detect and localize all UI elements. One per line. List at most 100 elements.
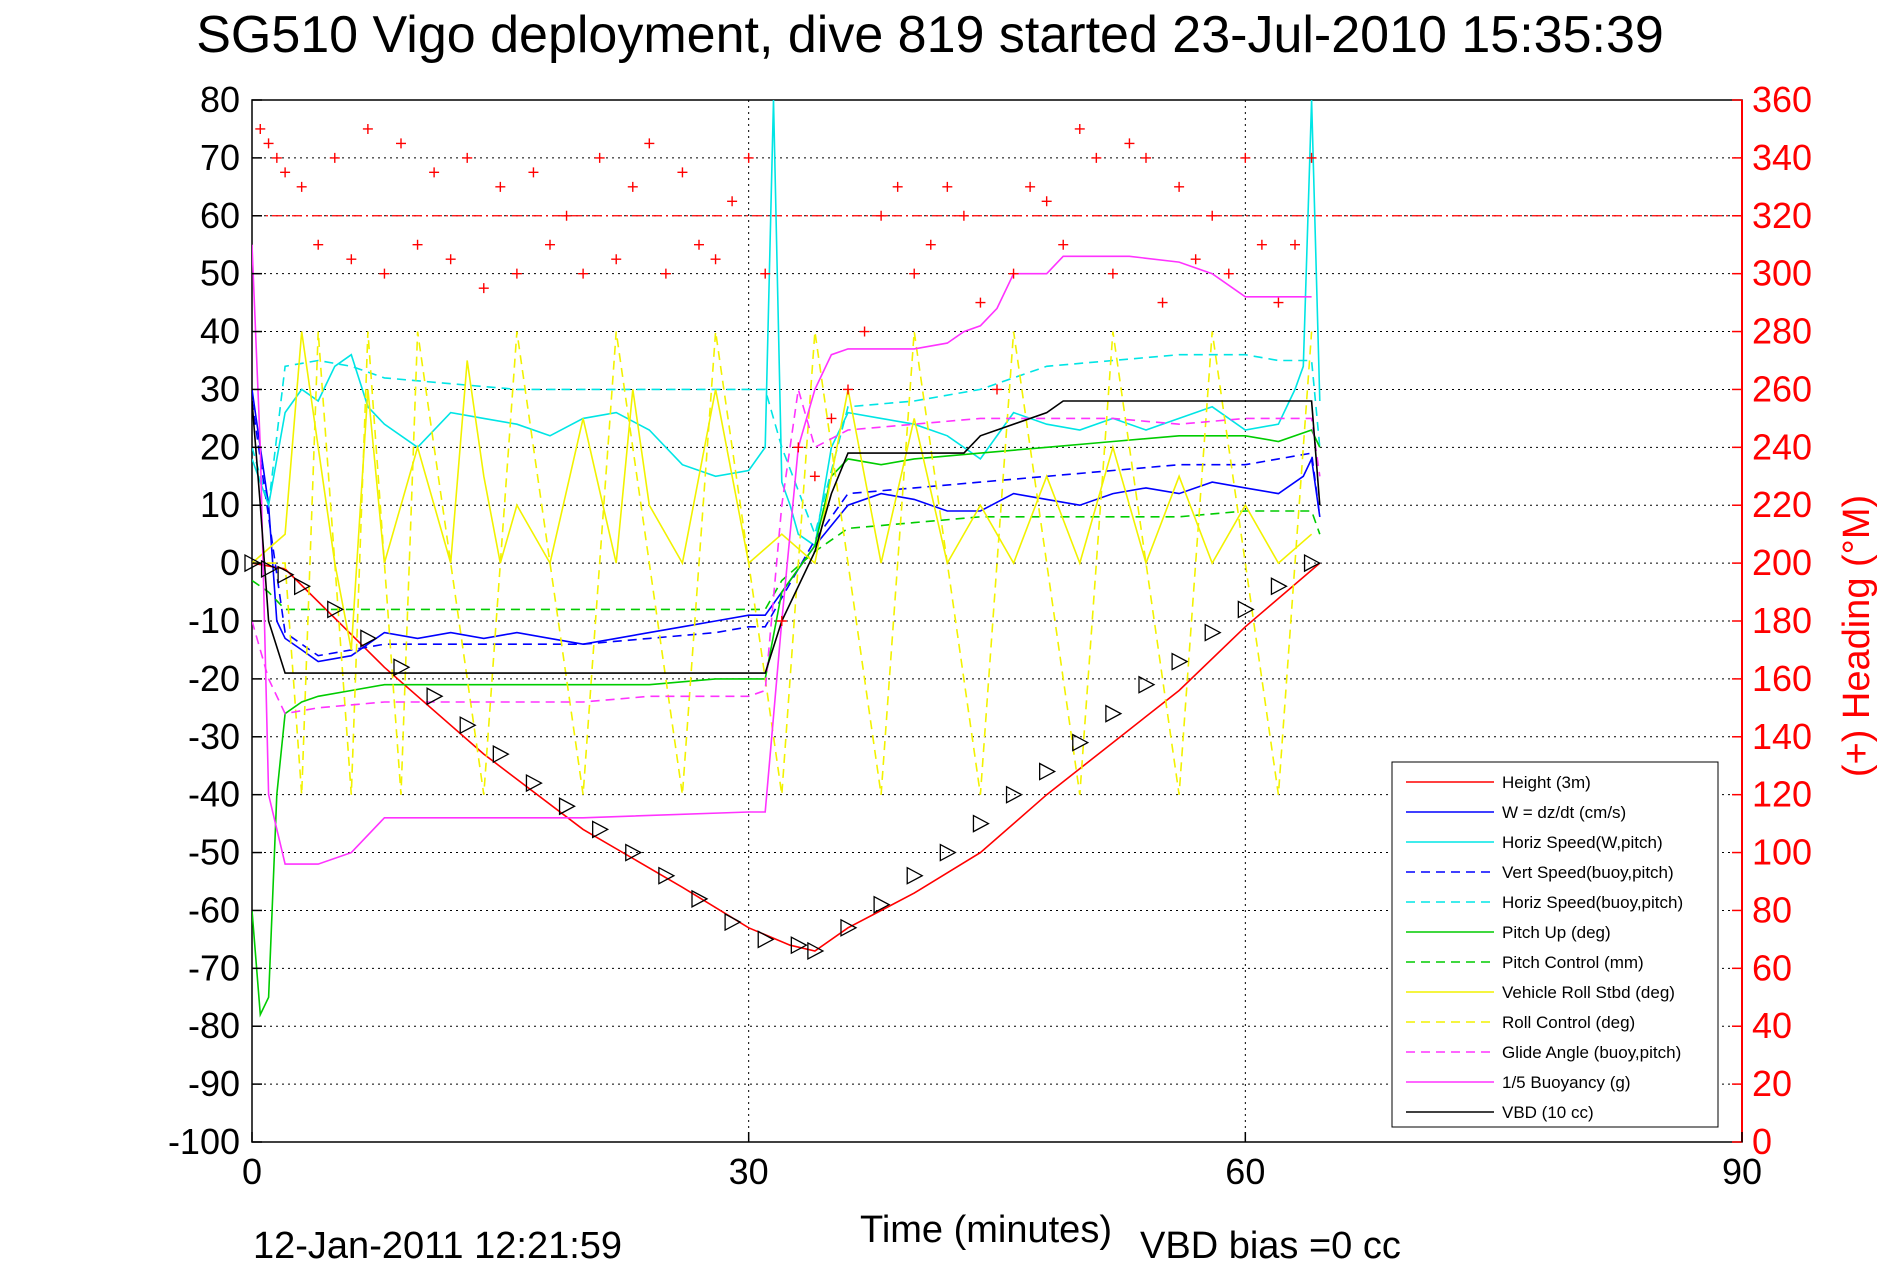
depth-marker [244, 554, 262, 573]
series-line [252, 331, 1313, 651]
depth-marker [939, 843, 957, 862]
heading-point [743, 152, 754, 163]
heading-point [1207, 210, 1218, 221]
heading-point [727, 196, 738, 207]
heading-point [660, 268, 671, 279]
heading-point [909, 268, 920, 279]
depth-marker [1039, 762, 1057, 781]
heading-point [1240, 152, 1251, 163]
depth-marker [1270, 577, 1288, 596]
heading-point [462, 152, 473, 163]
heading-point [429, 167, 440, 178]
legend-label: Horiz Speed(buoy,pitch) [1502, 893, 1683, 912]
heading-markers [255, 123, 1317, 626]
heading-point [412, 239, 423, 250]
legend-label: Height (3m) [1502, 773, 1591, 792]
legend-label: Roll Control (deg) [1502, 1013, 1635, 1032]
heading-point [1223, 268, 1234, 279]
y-tick-label: -30 [188, 716, 240, 757]
heading-point [710, 254, 721, 265]
depth-marker [1072, 733, 1090, 752]
x-tick-label: 60 [1225, 1151, 1265, 1192]
y-tick-label: -100 [168, 1121, 240, 1162]
series-line [252, 244, 1312, 865]
heading-point [1074, 123, 1085, 134]
heading-point [776, 616, 787, 626]
depth-marker [525, 774, 543, 793]
heading-point [892, 181, 903, 192]
y-tick-right-label: 240 [1752, 426, 1812, 467]
depth-marker [1005, 785, 1023, 804]
series-line [252, 400, 1321, 674]
heading-point [975, 297, 986, 308]
y-tick-right-label: 260 [1752, 368, 1812, 409]
x-tick-label: 0 [242, 1151, 262, 1192]
depth-marker [807, 941, 825, 961]
heading-point [362, 123, 373, 134]
chart-title: SG510 Vigo deployment, dive 819 started … [196, 6, 1664, 64]
depth-marker [873, 895, 891, 914]
y-tick-right-label: 20 [1752, 1063, 1792, 1104]
y-tick-label: -60 [188, 889, 240, 930]
y-tick-right-label: 280 [1752, 311, 1812, 352]
depth-marker [1303, 554, 1321, 573]
y-axis-right: 3603403203002802602402202001801601401201… [1732, 79, 1812, 1162]
depth-marker [492, 745, 510, 764]
depth-marker [327, 600, 345, 619]
depth-marker [972, 814, 990, 833]
y-tick-label: 0 [220, 542, 240, 583]
heading-point [329, 152, 340, 163]
heading-point [1290, 239, 1300, 250]
y-tick-label: 60 [200, 195, 240, 236]
series-line [252, 510, 1321, 611]
heading-point [396, 138, 406, 149]
heading-point [1008, 268, 1019, 279]
y-tick-label: 40 [200, 311, 240, 352]
y-tick-right-label: 120 [1752, 774, 1812, 815]
y-tick-label: -20 [188, 658, 240, 699]
y-tick-label: 30 [200, 368, 240, 409]
y-tick-label: 80 [200, 79, 240, 120]
x-axis-label: Time (minutes) [860, 1209, 1112, 1251]
depth-marker [724, 912, 742, 932]
depth-marker [790, 936, 808, 955]
heading-point [1091, 152, 1102, 163]
y-tick-right-label: 0 [1752, 1121, 1772, 1162]
heading-point [1041, 196, 1052, 207]
legend-label: Vert Speed(buoy,pitch) [1502, 863, 1674, 882]
y-tick-label: 70 [200, 137, 240, 178]
series-group [252, 100, 1321, 1018]
depth-marker [840, 918, 858, 937]
depth-markers [244, 554, 1321, 961]
heading-point [1190, 254, 1201, 265]
heading-point [445, 254, 456, 265]
y-tick-right-label: 320 [1752, 195, 1812, 236]
legend-label: 1/5 Buoyancy (g) [1502, 1073, 1631, 1092]
y-tick-right-label: 300 [1752, 253, 1812, 294]
depth-marker [691, 889, 709, 908]
heading-point [280, 167, 291, 178]
heading-point [694, 239, 704, 250]
heading-point [843, 384, 853, 395]
depth-marker [906, 866, 924, 885]
depth-marker [294, 577, 312, 596]
y-tick-label: 50 [200, 253, 240, 294]
y-tick-label: 20 [200, 426, 240, 467]
heading-point [495, 181, 506, 192]
heading-point [594, 152, 605, 163]
y-tick-label: -70 [188, 947, 240, 988]
heading-point [1157, 297, 1168, 308]
depth-marker [658, 866, 676, 885]
series-line [252, 562, 1321, 952]
footer-vbd-bias: VBD bias =0 cc [1140, 1225, 1401, 1262]
heading-point [793, 442, 804, 453]
heading-point [677, 167, 688, 178]
heading-point [1124, 138, 1135, 149]
heading-point [627, 181, 638, 192]
depth-marker [1171, 652, 1189, 671]
y-tick-right-label: 200 [1752, 542, 1812, 583]
x-tick-label: 30 [729, 1151, 769, 1192]
heading-point [958, 210, 969, 221]
heading-point [992, 384, 1002, 395]
